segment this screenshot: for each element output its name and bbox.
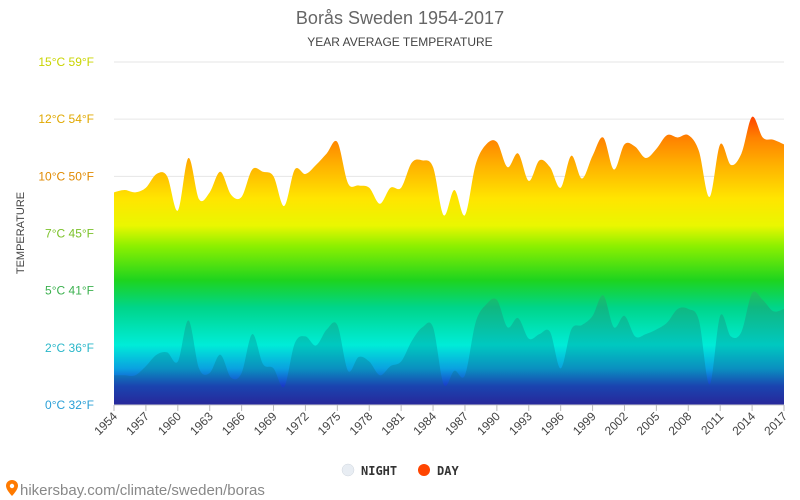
x-tick-label: 2002: [602, 409, 631, 438]
legend-label-day: DAY: [437, 464, 459, 478]
x-tick-label: 2005: [634, 409, 663, 438]
x-tick-label: 1990: [474, 409, 503, 438]
x-tick-label: 1996: [538, 409, 567, 438]
y-tick-label: 12°C 54°F: [38, 112, 94, 126]
series-area-night: [114, 291, 784, 405]
legend-marker-day: [418, 464, 430, 476]
legend-marker-night: [341, 463, 355, 477]
footer-link[interactable]: hikersbay.com/climate/sweden/boras: [6, 480, 265, 499]
footer-url: hikersbay.com/climate/sweden/boras: [20, 482, 265, 499]
chart-subtitle: YEAR AVERAGE TEMPERATURE: [307, 35, 492, 49]
x-tick-label: 1960: [155, 409, 184, 438]
legend: NIGHT DAY: [341, 463, 459, 478]
x-tick-label: 2014: [729, 409, 758, 438]
y-tick-label: 15°C 59°F: [38, 55, 94, 69]
x-tick-label: 1969: [251, 409, 280, 438]
x-tick-label: 1981: [378, 409, 407, 438]
x-tick-label: 1984: [410, 409, 439, 438]
legend-label-night: NIGHT: [361, 464, 397, 478]
x-tick-label: 2017: [761, 409, 790, 438]
legend-item-night[interactable]: NIGHT: [341, 463, 397, 478]
x-tick-label: 1972: [283, 409, 312, 438]
y-tick-label: 0°C 32°F: [45, 398, 94, 412]
y-axis-label: TEMPERATURE: [15, 192, 27, 274]
x-tick-label: 1978: [347, 409, 376, 438]
x-tick-label: 1999: [570, 409, 599, 438]
x-tick-label: 1963: [187, 409, 216, 438]
x-tick-label: 1954: [91, 409, 120, 438]
y-tick-label: 7°C 45°F: [45, 227, 94, 241]
x-tick-label: 1966: [219, 409, 248, 438]
x-tick-label: 2011: [698, 409, 726, 437]
x-tick-label: 1987: [442, 409, 471, 438]
x-tick-label: 2008: [666, 409, 695, 438]
x-axis: 1954 1957 1960 1963 1966 1969 1972 1975 1978 1981…: [91, 404, 790, 438]
legend-item-day[interactable]: DAY: [418, 464, 459, 478]
y-tick-labels: 0°C 32°F 2°C 36°F 5°C 41°F 7°C 45°F 10°C 50°…: [38, 55, 94, 412]
chart-title: Borås Sweden 1954-2017: [296, 8, 504, 28]
x-tick-label: 1957: [123, 409, 152, 438]
x-tick-label: 1975: [315, 409, 344, 438]
y-tick-label: 2°C 36°F: [45, 341, 94, 355]
location-pin-icon: [6, 480, 18, 496]
y-tick-label: 5°C 41°F: [45, 284, 94, 298]
y-tick-label: 10°C 50°F: [38, 169, 94, 183]
x-tick-label: 1993: [506, 409, 535, 438]
